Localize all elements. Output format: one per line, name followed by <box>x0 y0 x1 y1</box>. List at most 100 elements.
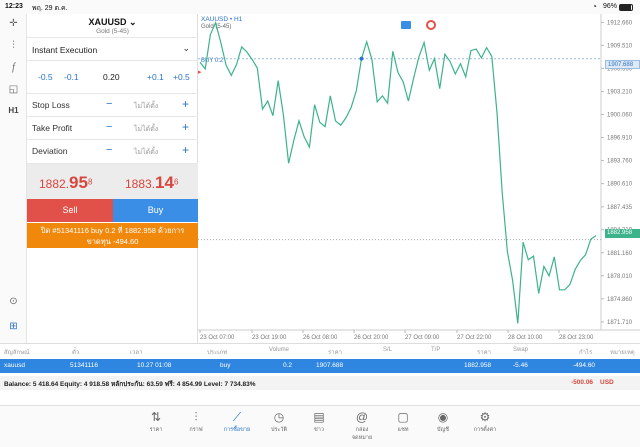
chevron-down-icon: ⌄ <box>182 43 190 53</box>
header-profit: กำไร <box>579 350 593 356</box>
stop-loss-minus-button[interactable]: − <box>106 98 113 110</box>
total-profit: -500.06 <box>571 379 594 386</box>
header-swap: Swap <box>513 347 529 353</box>
header-price: ราคา <box>328 350 342 356</box>
take-profit-label: Take Profit <box>32 123 73 133</box>
deviation-label: Deviation <box>32 146 68 156</box>
trade-table: สัญลักษณ์ ตั๋ว เวลา ประเภท Volume ราคา S… <box>0 343 640 391</box>
chevron-down-icon: ⌄ <box>128 17 137 27</box>
battery-icon <box>619 4 633 11</box>
x-tick-label: 28 Oct 10:00 <box>508 335 543 341</box>
symbol-description: Gold (5-45) <box>96 28 129 35</box>
header-current-price: ราคา <box>477 350 491 356</box>
execution-mode: Instant Execution <box>32 45 98 55</box>
y-tick-label: 1906.360 <box>607 66 633 72</box>
y-tick-label: 1903.210 <box>607 89 633 95</box>
trade-levels-icon[interactable] <box>426 20 436 30</box>
symbol-header[interactable]: XAUUSD ⌄ Gold (5-45) <box>27 14 198 38</box>
y-tick-label: 1887.435 <box>607 205 633 211</box>
nav-chart[interactable]: ⫶ กราฟ <box>181 410 211 434</box>
bid-marker-icon: ▸ <box>198 69 202 76</box>
cell-price: 1907.688 <box>316 362 344 369</box>
cell-current-price: 1882.958 <box>464 362 492 369</box>
order-price-tag: 1907.688 <box>605 60 640 69</box>
x-tick-label: 27 Oct 22:00 <box>457 335 492 341</box>
cell-symbol: xauusd <box>4 362 25 369</box>
order-panel: XAUUSD ⌄ Gold (5-45) Instant Execution ⌄… <box>27 14 198 348</box>
chart-area[interactable]: XAUUSD • H1 Gold (5-45) BUY 0.2 ▸ 1912.6… <box>198 14 640 348</box>
add-order-icon[interactable]: ⊞ <box>9 321 18 332</box>
y-tick-label: 1878.010 <box>607 274 633 280</box>
nav-news[interactable]: ▤ ข่าว <box>304 410 334 434</box>
deviation-minus-button[interactable]: − <box>106 144 113 156</box>
x-tick-label: 23 Oct 07:00 <box>200 335 235 341</box>
buy-button[interactable]: Buy <box>113 199 198 222</box>
take-profit-row: Take Profit − ไม่ได้ตั้ง + <box>27 117 198 140</box>
x-tick-label: 26 Oct 08:00 <box>303 335 338 341</box>
cell-type: buy <box>220 362 231 369</box>
volume-minus-01-button[interactable]: -0.1 <box>64 72 79 82</box>
quotes-icon: ⇅ <box>150 410 162 424</box>
crosshair-icon[interactable]: ✛ <box>9 18 18 29</box>
header-sl: S/L <box>383 347 393 353</box>
zoom-icon[interactable]: ⊙ <box>9 296 18 307</box>
x-tick-label: 28 Oct 23:00 <box>559 335 594 341</box>
sell-button[interactable]: Sell <box>27 199 113 222</box>
take-profit-plus-button[interactable]: + <box>182 120 190 134</box>
stop-loss-plus-button[interactable]: + <box>182 97 190 111</box>
y-tick-label: 1912.660 <box>607 20 633 26</box>
take-profit-minus-button[interactable]: − <box>106 121 113 133</box>
chat-icon: ▢ <box>397 410 409 424</box>
nav-history[interactable]: ◷ ประวัติ <box>264 410 294 434</box>
settings-icon: ⚙ <box>479 410 491 424</box>
volume-plus-05-button[interactable]: +0.5 <box>173 72 190 82</box>
take-profit-input[interactable]: ไม่ได้ตั้ง <box>134 126 159 133</box>
timeframe-icon[interactable]: H1 <box>8 106 19 115</box>
stop-loss-label: Stop Loss <box>32 100 70 110</box>
indicator-icon[interactable]: f <box>12 62 15 73</box>
one-click-trading-icon[interactable] <box>401 21 411 29</box>
balance-summary: Balance: 5 418.64 Equity: 4 918.58 หลักป… <box>4 381 256 388</box>
table-row[interactable] <box>0 359 640 373</box>
nav-quotes[interactable]: ⇅ ราคา <box>141 410 171 434</box>
nav-chat[interactable]: ▢ แชท <box>388 410 418 434</box>
symbol-name: XAUUSD <box>88 17 127 27</box>
cell-swap: -5.46 <box>513 362 528 369</box>
stop-loss-input[interactable]: ไม่ได้ตั้ง <box>134 103 159 110</box>
candlestick-icon[interactable]: ⫶ <box>12 40 15 51</box>
execution-select[interactable]: Instant Execution ⌄ <box>27 38 198 61</box>
header-time: เวลา <box>130 350 143 356</box>
nav-trade[interactable]: ⟋ การซื้อขาย <box>223 410 251 433</box>
price-chart[interactable]: 1912.660 1909.510 1906.360 1903.210 1900.060… <box>198 14 640 348</box>
y-tick-label: 1909.510 <box>607 43 633 49</box>
cell-time: 10.27 01:08 <box>137 362 172 369</box>
deviation-input[interactable]: ไม่ได้ตั้ง <box>134 149 159 156</box>
price-display: 1882.958 1883.146 <box>27 164 198 199</box>
bid-price: 1882.958 <box>39 173 93 192</box>
header-ticket: ตั๋ว <box>72 350 80 356</box>
deviation-plus-button[interactable]: + <box>182 143 190 157</box>
header-tp: T/P <box>431 347 441 353</box>
balance-bar: Balance: 5 418.64 Equity: 4 918.58 หลักป… <box>0 376 640 390</box>
ask-price: 1883.146 <box>125 173 179 192</box>
currency: USD <box>600 379 614 386</box>
order-result-notice: ปิด #51341116 buy 0.2 ที่ 1882.958 ด้วยก… <box>27 223 198 248</box>
y-tick-label: 1881.160 <box>607 251 633 257</box>
x-tick-label: 23 Oct 19:00 <box>252 335 287 341</box>
account-icon: ◉ <box>437 410 449 424</box>
volume-plus-01-button[interactable]: +0.1 <box>147 72 164 82</box>
objects-icon[interactable]: ◱ <box>8 84 19 95</box>
nav-account[interactable]: ◉ บัญชี <box>428 410 458 434</box>
volume-input[interactable]: 0.20 <box>103 72 120 82</box>
y-tick-label: 1874.860 <box>607 297 633 303</box>
y-tick-label: 1896.910 <box>607 136 633 142</box>
y-tick-label: 1893.760 <box>607 159 633 165</box>
nav-settings[interactable]: ⚙ การตั้งค่า <box>470 410 500 434</box>
price-series-line <box>199 20 597 324</box>
volume-minus-05-button[interactable]: -0.5 <box>38 72 53 82</box>
stop-loss-row: Stop Loss − ไม่ได้ตั้ง + <box>27 94 198 117</box>
y-tick-label: 1890.610 <box>607 182 633 188</box>
header-symbol: สัญลักษณ์ <box>4 350 30 356</box>
nav-mailbox[interactable]: @ กล่องจดหมาย <box>347 410 377 442</box>
status-bar: 12:23 พฤ. 29 ต.ค. ◔ 96% <box>0 0 640 14</box>
